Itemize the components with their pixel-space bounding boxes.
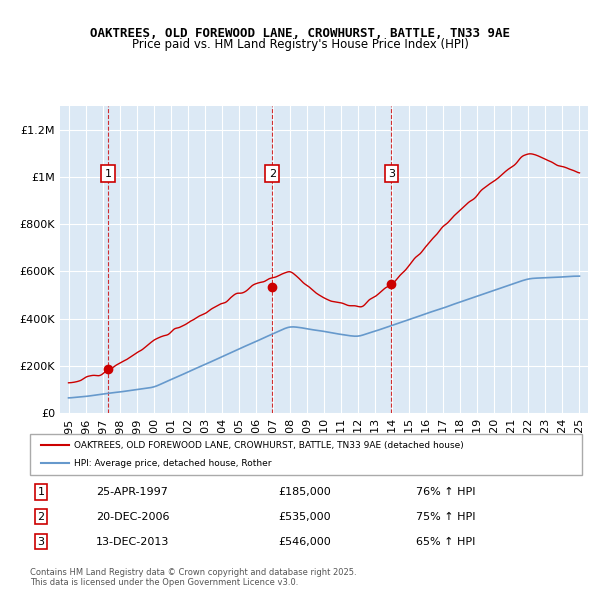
Text: HPI: Average price, detached house, Rother: HPI: Average price, detached house, Roth… [74, 459, 272, 468]
Text: 76% ↑ HPI: 76% ↑ HPI [416, 487, 476, 497]
Text: £185,000: £185,000 [278, 487, 331, 497]
Text: 2: 2 [269, 169, 276, 179]
Text: 25-APR-1997: 25-APR-1997 [96, 487, 168, 497]
Text: 13-DEC-2013: 13-DEC-2013 [96, 536, 170, 546]
Text: 3: 3 [38, 536, 44, 546]
Text: 20-DEC-2006: 20-DEC-2006 [96, 512, 170, 522]
Text: OAKTREES, OLD FOREWOOD LANE, CROWHURST, BATTLE, TN33 9AE (detached house): OAKTREES, OLD FOREWOOD LANE, CROWHURST, … [74, 441, 464, 450]
Text: 1: 1 [104, 169, 112, 179]
Text: 75% ↑ HPI: 75% ↑ HPI [416, 512, 476, 522]
Text: £535,000: £535,000 [278, 512, 331, 522]
Text: Price paid vs. HM Land Registry's House Price Index (HPI): Price paid vs. HM Land Registry's House … [131, 38, 469, 51]
Text: 1: 1 [38, 487, 44, 497]
Text: 3: 3 [388, 169, 395, 179]
Text: Contains HM Land Registry data © Crown copyright and database right 2025.
This d: Contains HM Land Registry data © Crown c… [30, 568, 356, 587]
Text: £546,000: £546,000 [278, 536, 331, 546]
FancyBboxPatch shape [30, 434, 582, 475]
Text: OAKTREES, OLD FOREWOOD LANE, CROWHURST, BATTLE, TN33 9AE: OAKTREES, OLD FOREWOOD LANE, CROWHURST, … [90, 27, 510, 40]
Text: 2: 2 [37, 512, 44, 522]
Text: 65% ↑ HPI: 65% ↑ HPI [416, 536, 476, 546]
